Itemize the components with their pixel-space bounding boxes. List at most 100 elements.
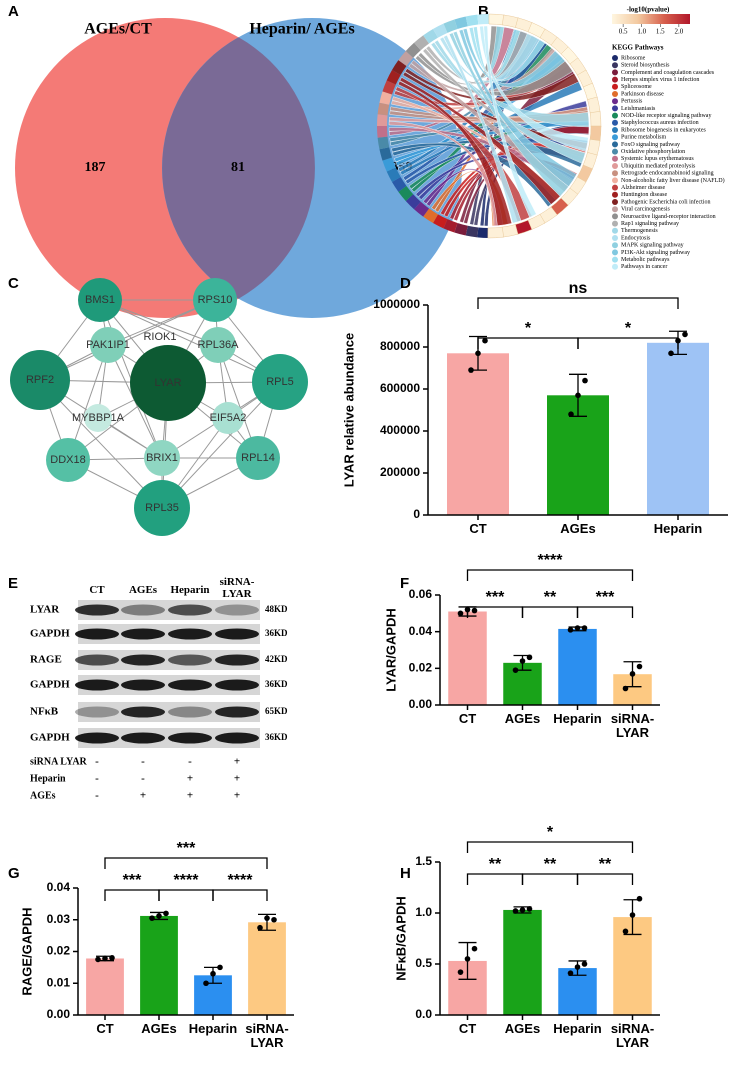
network-node [236, 436, 280, 480]
colorbar-tick-label: 0.5 [619, 28, 628, 36]
significance-bracket [521, 606, 579, 618]
significance-label: *** [177, 840, 196, 857]
legend-label: Spliceosome [621, 84, 652, 90]
pathway-arc [377, 136, 390, 150]
blot-band [75, 628, 119, 640]
legend-swatch [612, 206, 618, 213]
y-tick-label: 0.02 [47, 944, 71, 958]
y-axis-label: LYAR relative abundance [341, 333, 356, 487]
data-point [149, 915, 155, 921]
bar [558, 628, 597, 705]
significance-label: ** [599, 856, 612, 873]
y-axis-label: RAGE/GAPDH [19, 907, 34, 995]
row-size: 42KD [265, 654, 288, 664]
significance-bracket [576, 873, 634, 885]
network-node [46, 438, 90, 482]
blot-band [121, 604, 165, 616]
legend-swatch [612, 184, 618, 191]
data-point [102, 955, 108, 962]
panel-label: H [400, 865, 411, 882]
data-point [575, 392, 581, 399]
data-point [581, 625, 588, 631]
significance-bracket [477, 337, 579, 349]
pathway-arc [392, 177, 407, 192]
significance-label: **** [228, 872, 254, 889]
pathway-arc [465, 225, 479, 238]
significance-label: ns [569, 280, 588, 297]
node-label: LYAR [154, 377, 181, 389]
data-point [95, 956, 101, 963]
legend-label: Pathways in cancer [621, 264, 667, 270]
pathway-arc [405, 194, 421, 210]
colorbar-title: -log10(pvalue) [627, 6, 670, 14]
significance-label: *** [486, 589, 505, 606]
pathway-arc [443, 19, 458, 33]
bar [447, 353, 509, 515]
row-label: LYAR [30, 604, 60, 616]
x-tick-label: AGEs [504, 1022, 541, 1036]
treatment-sign: + [187, 790, 193, 802]
blot-band [75, 604, 119, 616]
pathway-arc [398, 51, 414, 67]
gene-arc [501, 224, 519, 238]
legend-label: Metabolic pathways [621, 257, 670, 263]
blot-band [168, 679, 212, 691]
legend-label: Systemic lupus erythematosus [621, 156, 694, 162]
y-axis-label: NFκB/GAPDH [393, 896, 408, 981]
blot-band [121, 732, 165, 744]
blot-band [215, 732, 259, 744]
node-label: BMS1 [85, 294, 115, 306]
panel-label: G [8, 865, 20, 882]
y-tick-label: 0.06 [409, 587, 433, 601]
pathway-arc [454, 223, 468, 236]
network-node [90, 327, 126, 363]
data-point [464, 956, 471, 962]
network-edge [39, 299, 216, 381]
data-point [526, 654, 533, 661]
legend-swatch [612, 242, 618, 249]
significance-bracket [466, 569, 634, 581]
data-point [581, 961, 588, 967]
colorbar-tick-label: 1.0 [637, 28, 646, 36]
x-tick-label: AGEs [504, 712, 541, 726]
x-tick-label-box: Heparin [553, 712, 601, 726]
legend-swatch [612, 91, 618, 97]
blot-band [215, 679, 259, 691]
x-tick-label-box: Heparin [189, 1022, 237, 1036]
network-node [193, 278, 237, 322]
node-label: DDX18 [50, 454, 85, 466]
row-label: RAGE [30, 654, 62, 666]
legend-label: Pertussis [621, 99, 643, 105]
network-node [78, 278, 122, 322]
data-point [482, 337, 488, 344]
data-point [471, 607, 478, 614]
pathway-arc [386, 70, 401, 85]
node-label: BRIX1 [146, 452, 178, 464]
data-point [636, 895, 643, 902]
legend-swatch [612, 119, 618, 126]
network-node [200, 327, 236, 363]
lane-label-box: CT [89, 584, 104, 596]
gene-arc [589, 111, 602, 128]
row-size: 36KD [265, 679, 288, 689]
x-tick-label-box: siRNA-LYAR [245, 1022, 288, 1050]
pathway-arc [379, 91, 392, 105]
x-tick-label-box: Heparin [553, 1022, 602, 1036]
pathway-arc [392, 60, 407, 75]
node-label: RPF2 [26, 374, 54, 386]
significance-bracket [466, 873, 524, 885]
blot-band [121, 706, 165, 718]
significance-bracket [158, 889, 214, 901]
blot-band [121, 628, 165, 640]
x-tick-label: Heparin [553, 1022, 602, 1036]
legend-swatch [612, 191, 618, 198]
network-node [10, 350, 70, 410]
data-point [582, 377, 588, 384]
x-tick-label-box: AGEs [560, 522, 595, 536]
data-point [567, 970, 574, 976]
legend-label: PI3K-Akt signaling pathway [621, 250, 690, 256]
x-tick-label: CT [469, 522, 487, 536]
blot-band [168, 732, 212, 744]
bar [248, 922, 286, 1015]
legend-swatch [612, 170, 618, 177]
